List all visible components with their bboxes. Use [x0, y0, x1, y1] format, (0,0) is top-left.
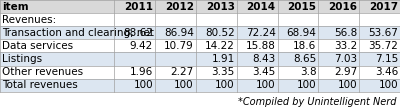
Bar	[0, 66, 400, 79]
Text: 68.94: 68.94	[286, 28, 316, 38]
Text: 2.27: 2.27	[171, 67, 194, 77]
Bar	[0, 39, 400, 53]
Text: 33.2: 33.2	[334, 41, 357, 51]
Text: Total revenues: Total revenues	[2, 80, 78, 90]
Text: 8.65: 8.65	[293, 54, 316, 64]
Text: 2012: 2012	[165, 2, 194, 12]
Text: 1.91: 1.91	[212, 54, 235, 64]
Text: *Compiled by Unintelligent Nerd: *Compiled by Unintelligent Nerd	[238, 97, 396, 107]
Text: 7.03: 7.03	[334, 54, 357, 64]
Text: 3.45: 3.45	[252, 67, 276, 77]
Text: Other revenues: Other revenues	[2, 67, 83, 77]
Text: 86.94: 86.94	[164, 28, 194, 38]
Text: Transaction and clearing, net: Transaction and clearing, net	[2, 28, 154, 38]
Text: item: item	[2, 2, 29, 12]
Text: 3.8: 3.8	[300, 67, 316, 77]
Bar	[0, 79, 400, 92]
Text: 3.35: 3.35	[212, 67, 235, 77]
Text: 100: 100	[215, 80, 235, 90]
Text: 18.6: 18.6	[293, 41, 316, 51]
Text: 9.42: 9.42	[130, 41, 153, 51]
Text: 35.72: 35.72	[368, 41, 398, 51]
Text: 2017: 2017	[369, 2, 398, 12]
Text: 15.88: 15.88	[246, 41, 276, 51]
Text: 2016: 2016	[328, 2, 357, 12]
Text: 7.15: 7.15	[375, 54, 398, 64]
Text: 72.24: 72.24	[246, 28, 276, 38]
Text: 2.97: 2.97	[334, 67, 357, 77]
Text: 3.46: 3.46	[375, 67, 398, 77]
Text: 100: 100	[378, 80, 398, 90]
Text: 2015: 2015	[287, 2, 316, 12]
Bar	[0, 53, 400, 66]
Bar	[0, 13, 400, 26]
Text: 56.8: 56.8	[334, 28, 357, 38]
Text: 100: 100	[338, 80, 357, 90]
Text: Revenues:: Revenues:	[2, 15, 56, 25]
Text: 8.43: 8.43	[252, 54, 276, 64]
Text: 2013: 2013	[206, 2, 235, 12]
Text: 80.52: 80.52	[205, 28, 235, 38]
Text: 100: 100	[297, 80, 316, 90]
Text: 88.62: 88.62	[123, 28, 153, 38]
Text: 2011: 2011	[124, 2, 153, 12]
Bar	[0, 0, 400, 13]
Text: 1.96: 1.96	[130, 67, 153, 77]
Text: Data services: Data services	[2, 41, 73, 51]
Text: 2014: 2014	[246, 2, 276, 12]
Text: 100: 100	[134, 80, 153, 90]
Text: Listings: Listings	[2, 54, 42, 64]
Text: 10.79: 10.79	[164, 41, 194, 51]
Text: 53.67: 53.67	[368, 28, 398, 38]
Text: 100: 100	[174, 80, 194, 90]
Text: 14.22: 14.22	[205, 41, 235, 51]
Text: 100: 100	[256, 80, 276, 90]
Bar	[0, 26, 400, 39]
